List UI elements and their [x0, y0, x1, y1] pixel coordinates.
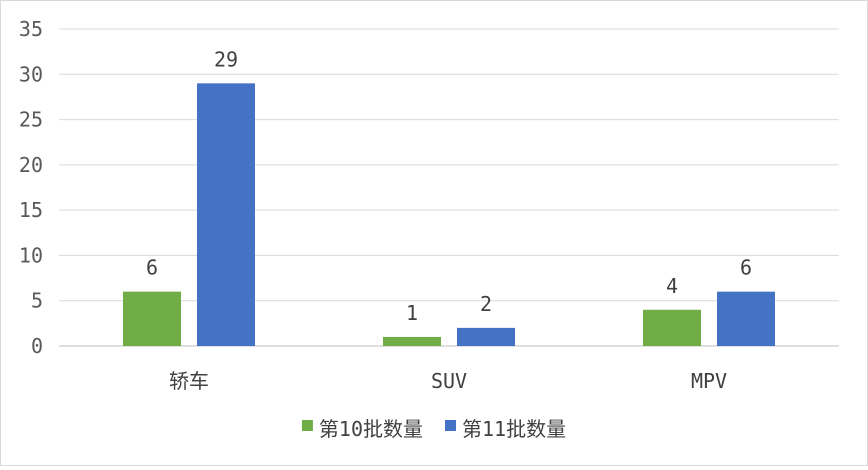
bars — [123, 83, 775, 346]
legend-label: 第10批数量 — [319, 417, 423, 441]
y-tick-label: 10 — [19, 243, 43, 267]
y-tick-label: 15 — [19, 198, 43, 222]
legend-swatch — [445, 420, 456, 431]
data-label: 2 — [480, 292, 492, 316]
y-axis-ticks: 0 5 10 15 20 25 30 35 — [19, 17, 43, 358]
data-label: 6 — [740, 256, 752, 280]
y-tick-label: 25 — [19, 108, 43, 132]
x-tick-label: MPV — [691, 369, 727, 393]
bar — [383, 336, 441, 346]
y-tick-label: 30 — [19, 62, 43, 86]
data-labels: 6 29 1 2 4 6 — [146, 47, 752, 325]
bar — [123, 291, 181, 346]
gridlines — [59, 28, 839, 347]
data-label: 29 — [214, 47, 238, 71]
bar — [457, 327, 515, 346]
legend: 第10批数量 第11批数量 — [301, 417, 566, 441]
y-tick-label: 0 — [31, 334, 43, 358]
data-label: 6 — [146, 256, 158, 280]
data-label: 4 — [666, 274, 678, 298]
x-axis-ticks: 轿车 SUV MPV — [169, 369, 727, 393]
legend-label: 第11批数量 — [462, 417, 566, 441]
bar — [717, 291, 775, 346]
x-tick-label: SUV — [431, 369, 467, 393]
data-label: 1 — [406, 301, 418, 325]
bar — [197, 83, 255, 346]
y-tick-label: 5 — [31, 289, 43, 313]
x-tick-label: 轿车 — [169, 369, 209, 393]
bar — [643, 309, 701, 346]
legend-swatch — [301, 420, 313, 431]
y-tick-label: 20 — [19, 153, 43, 177]
y-tick-label: 35 — [19, 17, 43, 41]
